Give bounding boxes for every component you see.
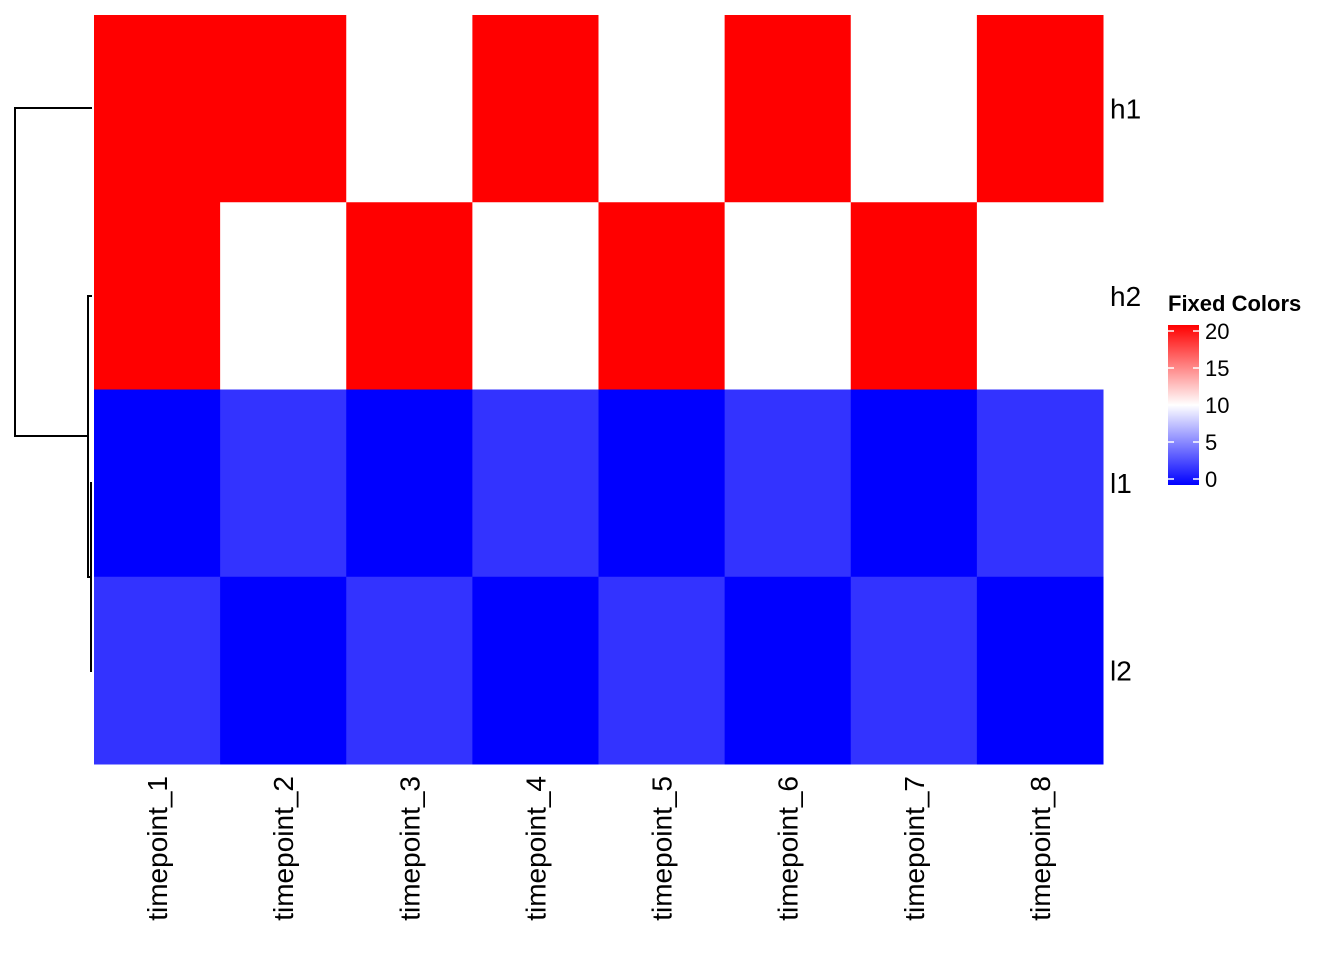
row-label: l2 — [1110, 655, 1132, 686]
heatmap-cell — [724, 202, 852, 390]
legend-tick-label: 0 — [1205, 467, 1217, 492]
heatmap-cell — [220, 15, 347, 203]
heatmap-cell — [724, 389, 852, 578]
legend-tick-label: 10 — [1205, 393, 1229, 418]
column-label: timepoint_1 — [142, 776, 173, 921]
column-labels: timepoint_1 timepoint_2 timepoint_3 timepoi… — [142, 776, 1056, 921]
legend-tick-label: 15 — [1205, 356, 1229, 381]
heatmap-cell — [976, 576, 1104, 765]
heatmap-cells — [94, 15, 1104, 765]
column-label: timepoint_6 — [773, 776, 804, 921]
heatmap-cell — [220, 576, 347, 765]
row-label: h2 — [1110, 281, 1141, 312]
heatmap-cell — [472, 576, 600, 765]
column-label: timepoint_2 — [268, 776, 299, 921]
heatmap-cell — [346, 15, 473, 203]
row-label: l1 — [1110, 468, 1132, 499]
row-dendrogram — [14, 107, 92, 672]
row-label: h1 — [1110, 94, 1141, 125]
heatmap-cell — [850, 576, 978, 765]
heatmap-cell — [346, 576, 473, 765]
heatmap-cell — [94, 389, 221, 578]
heatmap-cell — [724, 576, 852, 765]
heatmap-cell — [976, 15, 1104, 203]
heatmap-cell — [94, 15, 221, 203]
dendrogram-branch — [14, 107, 92, 437]
color-legend: Fixed Colors 20 15 10 5 0 — [1168, 291, 1301, 492]
heatmap-cell — [976, 389, 1104, 578]
column-label: timepoint_8 — [1025, 776, 1056, 921]
heatmap-cell — [598, 576, 726, 765]
heatmap-cell — [472, 202, 600, 390]
heatmap-cell — [220, 389, 347, 578]
column-label: timepoint_5 — [647, 776, 678, 921]
legend-title: Fixed Colors — [1168, 291, 1301, 316]
heatmap-cell — [598, 15, 726, 203]
heatmap-cell — [94, 202, 221, 390]
column-label: timepoint_3 — [394, 776, 425, 921]
heatmap-cell — [94, 576, 221, 765]
heatmap-cell — [346, 202, 473, 390]
column-label: timepoint_7 — [899, 776, 930, 921]
heatmap-cell — [976, 202, 1104, 390]
row-labels: h1 h2 l1 l2 — [1110, 94, 1141, 687]
heatmap-cell — [850, 202, 978, 390]
legend-tick-label: 20 — [1205, 319, 1229, 344]
heatmap-cell — [598, 202, 726, 390]
heatmap-cell — [472, 15, 600, 203]
legend-tick-label: 5 — [1205, 430, 1217, 455]
heatmap-cell — [724, 15, 852, 203]
heatmap-cell — [850, 15, 978, 203]
heatmap-cell — [220, 202, 347, 390]
heatmap-cell — [346, 389, 473, 578]
heatmap-cell — [472, 389, 600, 578]
dendrogram-branch — [90, 482, 92, 672]
column-label: timepoint_4 — [520, 776, 551, 921]
heatmap-cell — [850, 389, 978, 578]
heatmap-cell — [598, 389, 726, 578]
